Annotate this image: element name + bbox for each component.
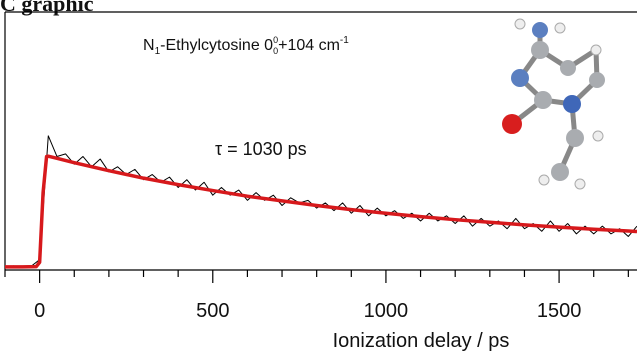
x-axis-label: Ionization delay / ps [333, 330, 510, 352]
atom [566, 129, 584, 147]
series-line [5, 156, 637, 267]
bonds [512, 30, 597, 172]
atom [575, 179, 585, 189]
x-tick-label: 1500 [537, 300, 582, 322]
atom [532, 22, 548, 38]
atom [563, 95, 581, 113]
series-line [5, 136, 637, 268]
atom [551, 163, 569, 181]
x-tick-label: 500 [196, 300, 229, 322]
atom [589, 72, 605, 88]
molecule [502, 19, 605, 189]
atom [511, 69, 529, 87]
atom [515, 19, 525, 29]
chart-title: C graphic [0, 0, 94, 16]
atom [531, 41, 549, 59]
annotation-part: -Ethylcytosine 0 [160, 37, 273, 54]
atom [539, 175, 549, 185]
x-tick-label: 1000 [364, 300, 409, 322]
chart: C graphic N1-Ethylcytosine 000+104 cm-1 … [0, 0, 637, 360]
atom [555, 23, 565, 33]
atom [560, 60, 576, 76]
tau-label: τ = 1030 ps [215, 139, 307, 159]
atom [593, 131, 603, 141]
annotation-part: N [143, 37, 155, 54]
annotation-part: +104 cm [278, 37, 340, 54]
x-tick-label: 0 [34, 300, 45, 322]
annotation-part: -1 [340, 35, 349, 46]
atom [591, 45, 601, 55]
atom [534, 91, 552, 109]
atom [502, 114, 522, 134]
